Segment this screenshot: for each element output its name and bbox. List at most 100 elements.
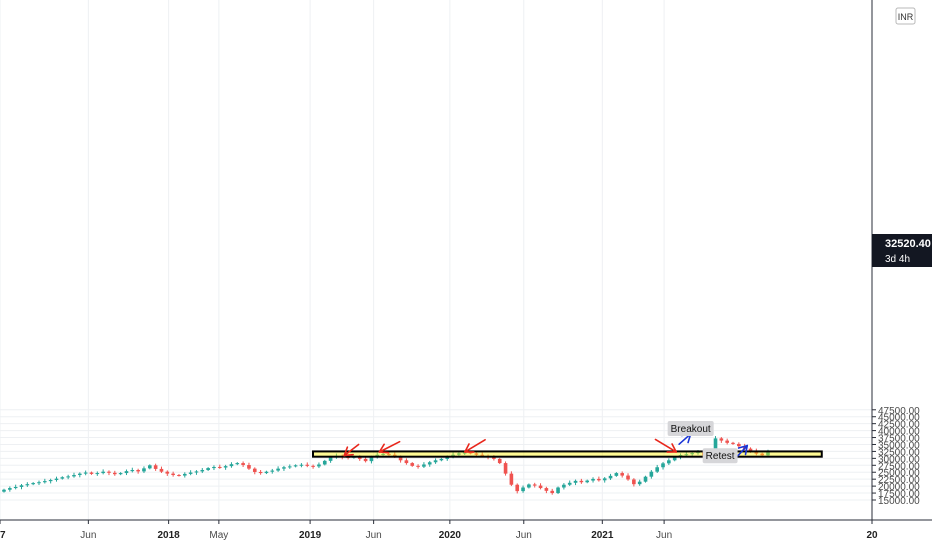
candle-body bbox=[264, 471, 269, 474]
candle bbox=[270, 468, 275, 474]
note-background bbox=[667, 420, 714, 436]
candle-body bbox=[153, 465, 158, 469]
candle-body bbox=[276, 468, 280, 471]
candle bbox=[544, 486, 549, 494]
candle bbox=[258, 469, 263, 475]
candle-body bbox=[282, 467, 286, 469]
candle bbox=[655, 464, 659, 473]
candle-body bbox=[544, 488, 549, 491]
candle bbox=[60, 476, 65, 480]
candle bbox=[223, 464, 228, 470]
candle bbox=[608, 473, 613, 480]
candle bbox=[550, 488, 555, 495]
candle-body bbox=[532, 484, 537, 486]
x-tick-label: Jun bbox=[366, 530, 382, 541]
candle bbox=[585, 479, 590, 484]
y-axis-ticks: 15000.0017500.0020000.0022500.0025000.00… bbox=[872, 406, 920, 507]
y-tick-label: 40000.00 bbox=[878, 427, 920, 438]
candle bbox=[25, 482, 30, 487]
candle-body bbox=[661, 463, 665, 468]
candle-body bbox=[503, 463, 508, 474]
candle bbox=[637, 479, 642, 486]
candle bbox=[66, 474, 70, 480]
arrow-shaft bbox=[343, 443, 360, 457]
candle bbox=[725, 438, 729, 445]
candle-body bbox=[497, 458, 502, 464]
candle-body bbox=[427, 462, 432, 465]
candle bbox=[264, 470, 269, 475]
candle bbox=[731, 441, 735, 445]
last-price-label: 32520.40 3d 4h bbox=[872, 234, 932, 267]
candle-body bbox=[620, 473, 625, 476]
candle bbox=[305, 462, 310, 468]
candle bbox=[509, 471, 514, 487]
candle bbox=[153, 463, 158, 471]
candle-body bbox=[556, 487, 560, 494]
y-tick-label: 17500.00 bbox=[878, 489, 920, 500]
red-arrow bbox=[343, 443, 360, 457]
candle bbox=[165, 470, 170, 476]
candle-body bbox=[78, 473, 82, 476]
candle bbox=[2, 488, 6, 493]
candle bbox=[661, 462, 665, 470]
candle bbox=[562, 483, 566, 490]
candle-body bbox=[643, 476, 648, 482]
candle-body bbox=[217, 466, 222, 468]
candle bbox=[416, 464, 420, 469]
y-tick-label: 47500.00 bbox=[878, 406, 920, 417]
candle bbox=[89, 471, 94, 475]
candle-body bbox=[363, 458, 368, 462]
currency-badge[interactable]: INR bbox=[895, 7, 916, 25]
candle-body bbox=[632, 479, 636, 485]
candle bbox=[177, 474, 181, 477]
x-tick-label: 2020 bbox=[439, 530, 462, 541]
candle-body bbox=[13, 486, 18, 489]
candle bbox=[113, 470, 117, 476]
candle-body bbox=[748, 448, 753, 451]
candle-body bbox=[439, 458, 444, 461]
candle-body bbox=[118, 473, 123, 475]
candle bbox=[200, 468, 205, 474]
candle-body bbox=[223, 466, 228, 468]
candle-body bbox=[457, 453, 461, 455]
x-tick-label: Jun bbox=[656, 530, 672, 541]
note-background bbox=[702, 448, 738, 464]
x-axis-ticks: 17 Jun 2018 May 2019 Jun 2020 Jun 2021 Jun 20 bbox=[0, 520, 878, 541]
candle bbox=[632, 478, 636, 487]
candle-body bbox=[299, 464, 304, 466]
candle-body bbox=[317, 464, 321, 467]
candle bbox=[107, 470, 111, 476]
red-arrow bbox=[378, 440, 401, 454]
candle bbox=[43, 478, 47, 484]
candle bbox=[381, 452, 385, 456]
candle-body bbox=[719, 438, 724, 441]
candle-body bbox=[626, 475, 630, 480]
candle-body bbox=[66, 476, 70, 478]
currency-label: INR bbox=[898, 12, 914, 22]
arrow-head bbox=[464, 443, 470, 453]
candle-body bbox=[2, 489, 6, 492]
x-tick-label: 2021 bbox=[591, 530, 614, 541]
arrow-head bbox=[343, 453, 354, 457]
candle-body bbox=[357, 456, 362, 459]
candle-body bbox=[83, 472, 88, 474]
candle-body bbox=[515, 484, 520, 492]
y-tick-label: 22500.00 bbox=[878, 475, 920, 486]
candle-body bbox=[200, 470, 205, 472]
candle-body bbox=[194, 471, 199, 473]
candle-body bbox=[731, 442, 735, 444]
candle-body bbox=[305, 464, 310, 466]
candle-body bbox=[182, 473, 187, 476]
candle bbox=[503, 461, 508, 476]
candle bbox=[311, 464, 315, 469]
candle bbox=[597, 476, 601, 482]
candle-body bbox=[247, 465, 251, 469]
candle bbox=[614, 472, 619, 477]
candle-body bbox=[159, 468, 164, 472]
candle bbox=[118, 472, 123, 476]
candle bbox=[626, 473, 630, 481]
candle-body bbox=[573, 480, 578, 483]
candle bbox=[527, 483, 531, 489]
candle-body bbox=[229, 464, 234, 467]
